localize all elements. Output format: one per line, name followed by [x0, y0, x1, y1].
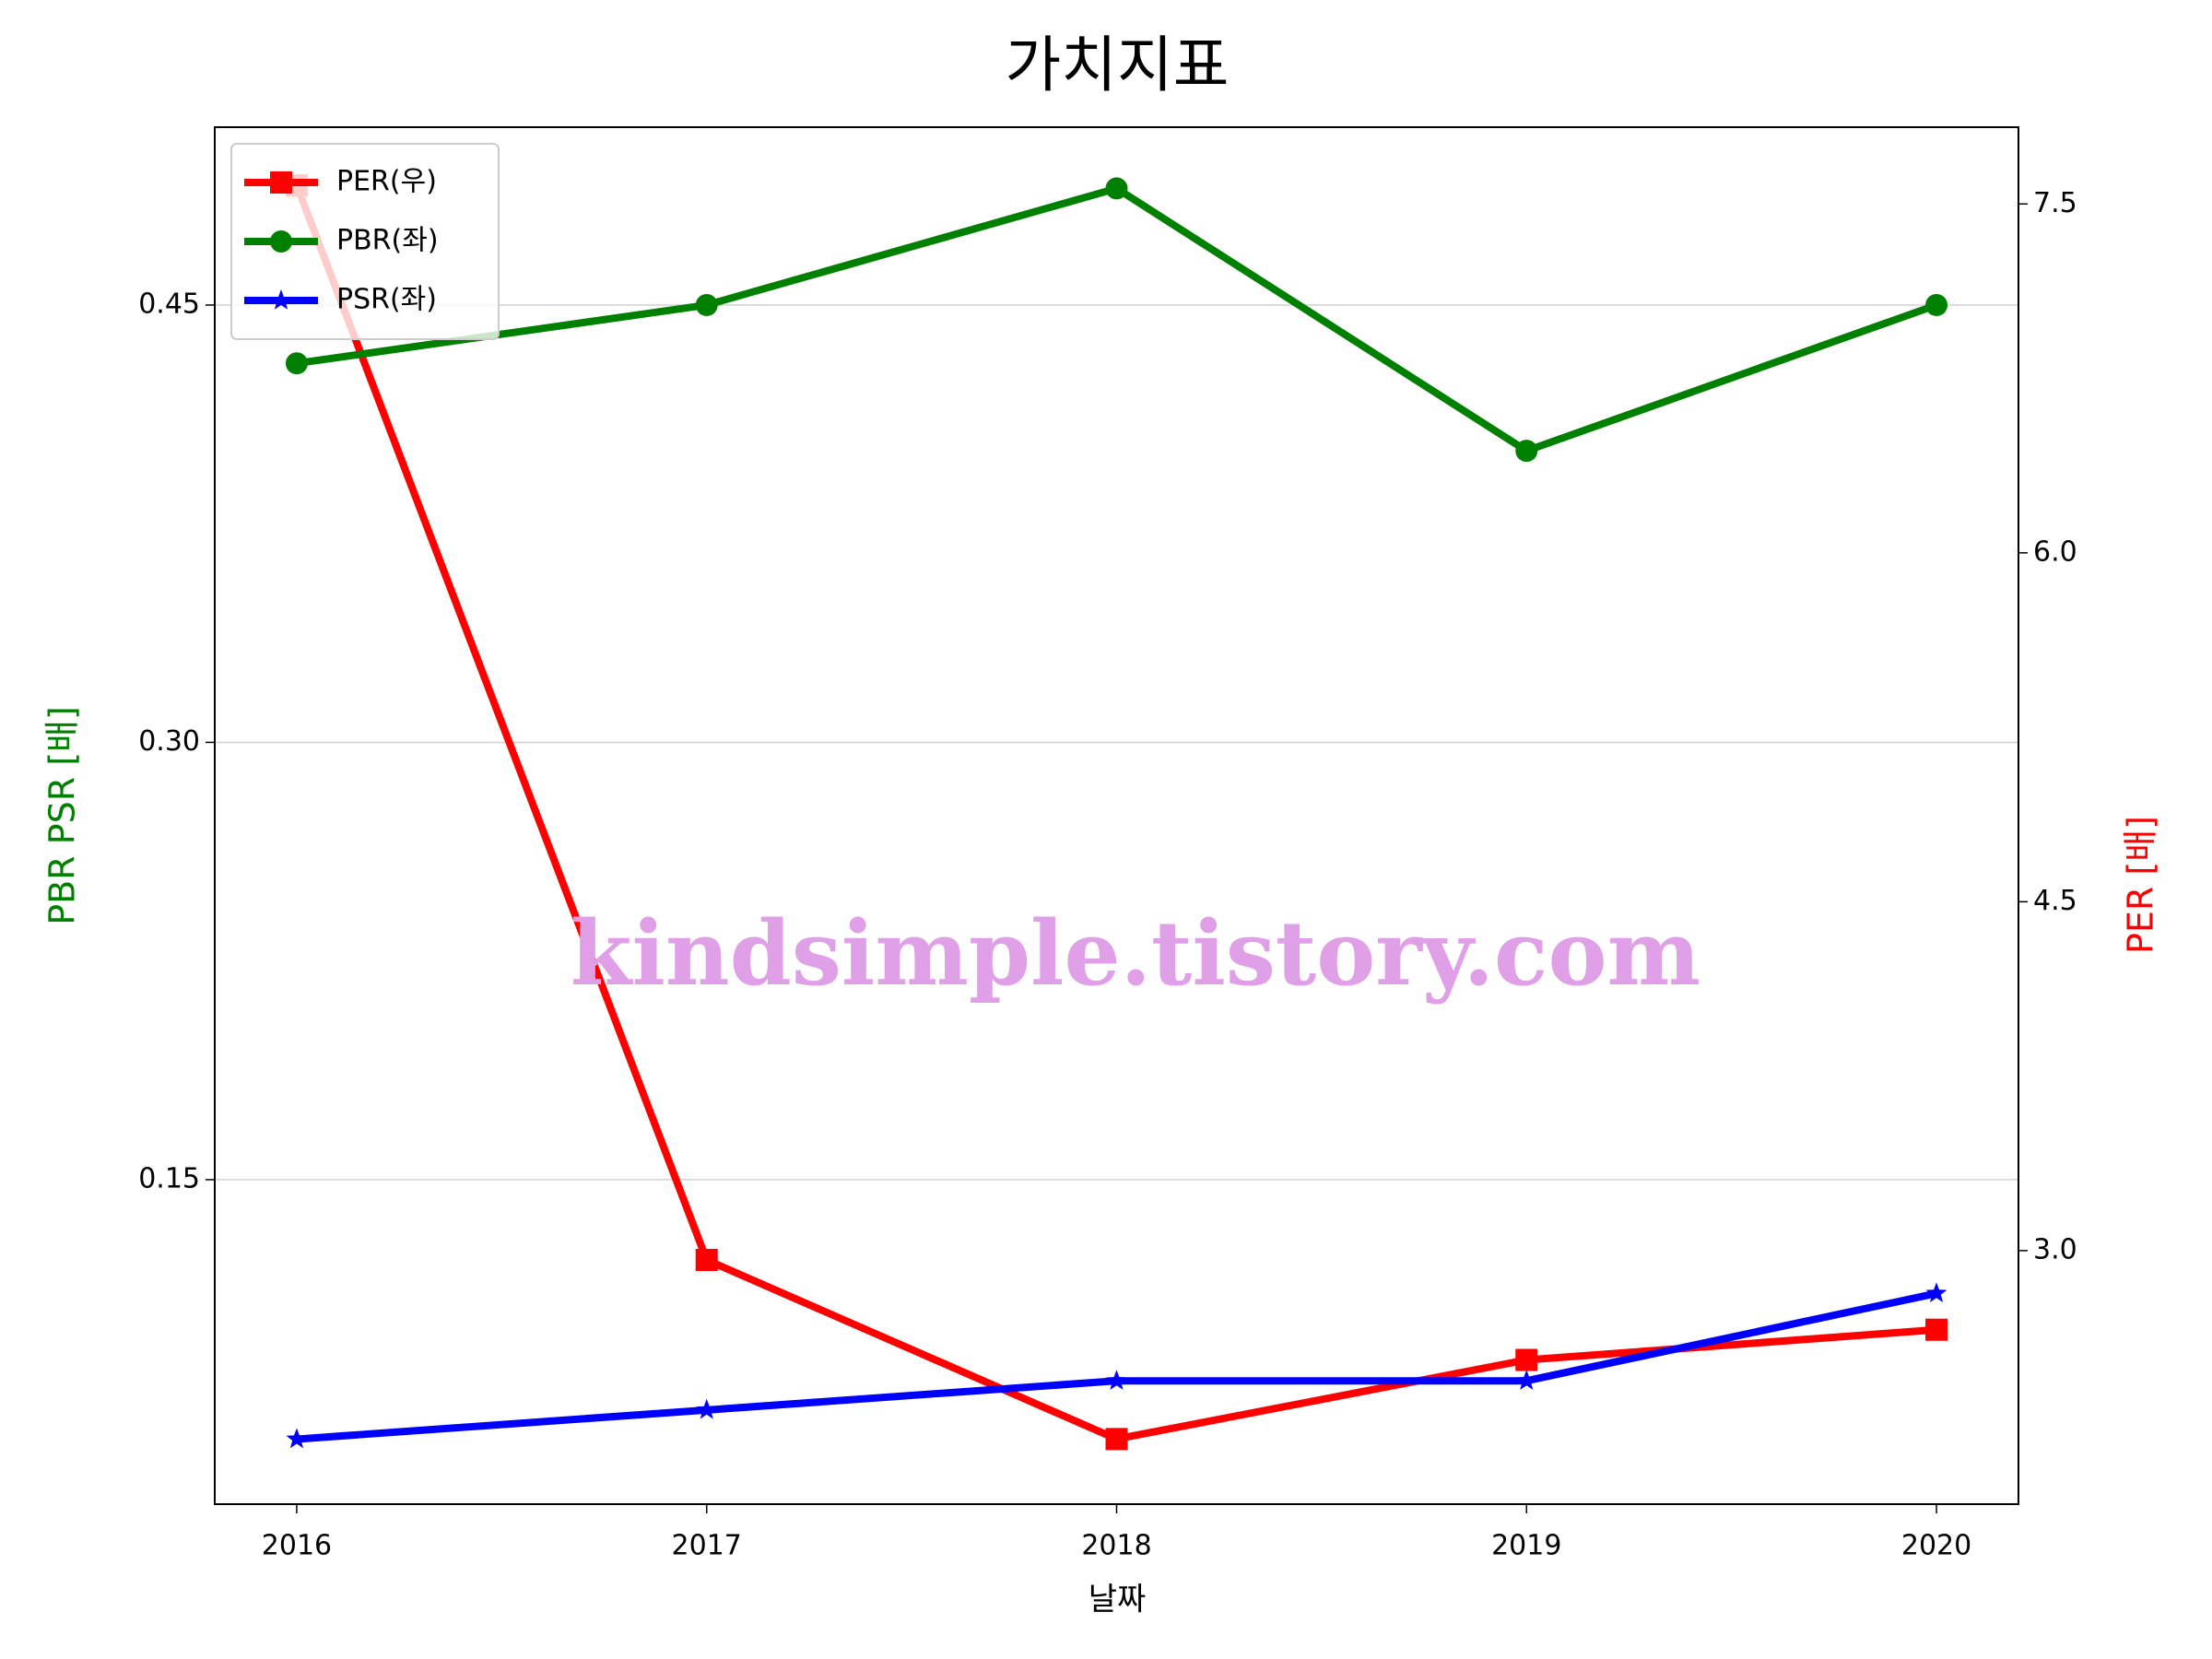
data-point: [1105, 177, 1128, 200]
data-point: [695, 1249, 718, 1272]
data-point: [696, 1398, 718, 1419]
y2-tick-label: 4.5: [2033, 885, 2077, 917]
legend-label: PER(우): [336, 166, 437, 198]
y-tick-label: 0.30: [138, 725, 200, 758]
x-axis-label: 날짜: [1088, 1582, 1147, 1618]
data-point: [1925, 1282, 1947, 1302]
data-point: [1515, 440, 1538, 463]
data-point: [286, 1428, 308, 1449]
y2-axis-label: PER [배]: [2121, 816, 2161, 954]
y-axis-label: PBR PSR [배]: [42, 706, 83, 925]
watermark: kindsimple.tistory.com: [571, 901, 1700, 1006]
data-point: [1105, 1428, 1128, 1451]
y-tick-label: 0.45: [138, 288, 200, 320]
y2-tick-label: 3.0: [2033, 1233, 2077, 1265]
y2-tick-label: 7.5: [2033, 187, 2077, 219]
legend-marker: [270, 171, 292, 194]
legend-marker: [270, 230, 292, 253]
x-tick-label: 2017: [672, 1530, 742, 1562]
legend-label: PBR(좌): [336, 225, 439, 257]
data-point: [1106, 1370, 1127, 1390]
data-point: [1515, 1370, 1537, 1390]
y2-tick-label: 6.0: [2033, 535, 2077, 568]
data-point: [285, 352, 308, 375]
legend-label: PSR(좌): [336, 284, 437, 316]
plot-frame: [214, 126, 2019, 1505]
data-point: [1515, 1348, 1538, 1371]
y-tick-label: 0.15: [138, 1162, 200, 1194]
data-point: [695, 293, 718, 316]
legend-box: [230, 143, 500, 340]
x-tick-label: 2016: [262, 1530, 332, 1562]
legend-marker: [270, 289, 292, 310]
x-tick-label: 2020: [1901, 1530, 1971, 1562]
chart-title: 가치지표: [1006, 29, 1230, 100]
data-point: [1925, 1318, 1948, 1341]
x-tick-label: 2018: [1081, 1530, 1151, 1562]
x-tick-label: 2019: [1491, 1530, 1561, 1562]
data-point: [1925, 293, 1948, 316]
